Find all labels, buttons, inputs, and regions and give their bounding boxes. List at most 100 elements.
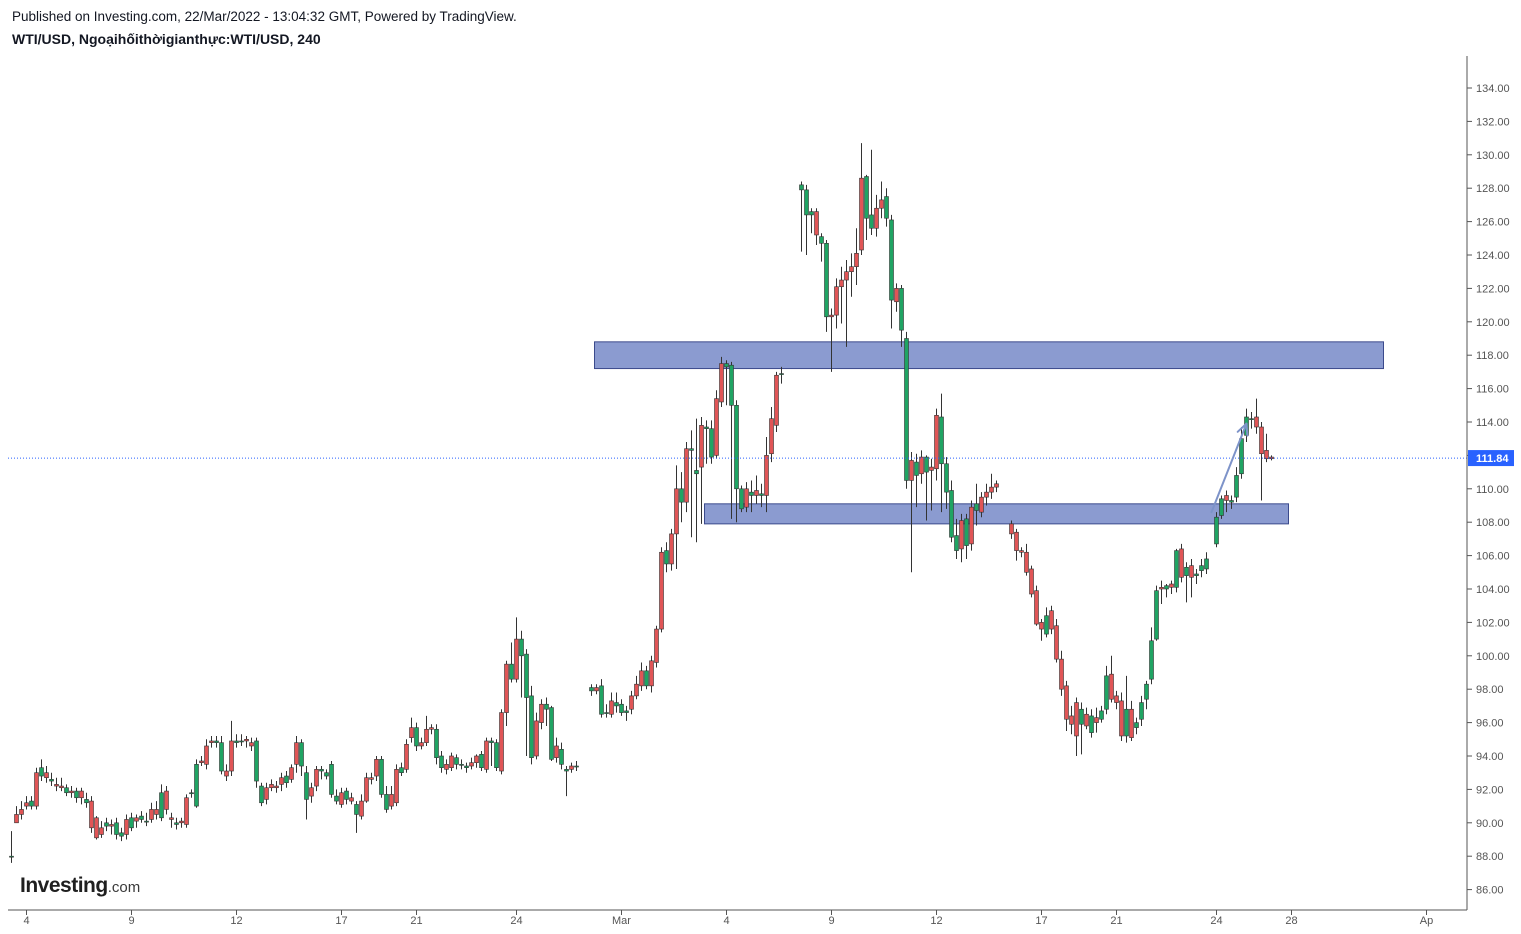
- y-axis: 134.00 132.00 130.00 128.00 126.00 124.00 122.…: [1467, 83, 1514, 897]
- candle-down: [929, 458, 934, 511]
- candle-body: [249, 742, 254, 747]
- candle-down: [89, 796, 94, 833]
- candle-body: [1249, 418, 1254, 420]
- candle-down: [714, 390, 719, 459]
- candle-body: [779, 373, 784, 375]
- candle-down: [79, 787, 84, 805]
- candle-up: [334, 789, 339, 805]
- candle-body: [514, 638, 519, 680]
- candle-body: [344, 790, 349, 800]
- watermark-brand: Investing: [20, 874, 108, 897]
- candle-up: [799, 181, 804, 252]
- candle-body: [979, 496, 984, 513]
- candle-down: [124, 814, 129, 840]
- candle-down: [349, 792, 354, 805]
- candle-down: [394, 764, 399, 807]
- candle-body: [1074, 702, 1079, 737]
- candle-up: [74, 787, 79, 803]
- candle-down: [169, 812, 174, 828]
- candle-body: [274, 785, 279, 789]
- candle-body: [544, 703, 549, 710]
- candle-up: [1219, 495, 1224, 519]
- candle-up: [144, 812, 149, 827]
- candle-body: [509, 663, 514, 680]
- candle-down: [504, 660, 509, 726]
- candle-down: [989, 473, 994, 499]
- candle-down: [69, 786, 74, 798]
- candle-body: [474, 755, 479, 763]
- candle-down: [44, 766, 49, 783]
- candle-body: [519, 638, 524, 657]
- candle-body: [44, 772, 49, 779]
- candle-down: [389, 786, 394, 810]
- candle-up: [864, 174, 869, 240]
- candle-body: [169, 817, 174, 820]
- candle-down: [1019, 547, 1024, 558]
- candle-down: [839, 266, 844, 324]
- candle-body: [759, 493, 764, 496]
- candle-body: [504, 663, 509, 713]
- candle-body: [469, 762, 474, 767]
- candle-body: [924, 456, 929, 473]
- candle-body: [734, 404, 739, 490]
- candle-up: [644, 665, 649, 690]
- candle-down: [289, 764, 294, 783]
- candle-body: [9, 855, 14, 858]
- candle-up: [1099, 705, 1104, 723]
- candle-up: [964, 513, 969, 559]
- candle-body: [194, 764, 199, 807]
- candle-body: [1024, 551, 1029, 573]
- x-axis: 4 9 12 17 21 24 Mar 4 9 12 17 21 24 28 Ap: [23, 910, 1433, 927]
- candle-down: [309, 782, 314, 803]
- candle-body: [869, 214, 874, 229]
- candle-down: [994, 480, 999, 493]
- candle-body: [729, 364, 734, 406]
- candle-up: [479, 750, 484, 772]
- candle-down: [269, 779, 274, 792]
- candle-body: [849, 266, 854, 273]
- x-tick-label: Ap: [1420, 915, 1433, 927]
- candle-down: [569, 762, 574, 773]
- candle-up: [889, 214, 894, 329]
- candle-up: [214, 735, 219, 748]
- candle-body: [1029, 568, 1034, 595]
- candle-up: [619, 699, 624, 716]
- candle-body: [1134, 722, 1139, 728]
- candle-down: [834, 278, 839, 329]
- candle-down: [879, 181, 884, 219]
- watermark-suffix: .com: [107, 879, 141, 896]
- candle-body: [224, 770, 229, 777]
- candle-body: [429, 727, 434, 730]
- candle-body: [104, 822, 109, 827]
- candle-body: [64, 787, 69, 794]
- resistance-zone: [594, 341, 1384, 370]
- candle-body: [129, 817, 134, 829]
- candle-body: [1094, 717, 1099, 723]
- candle-body: [874, 207, 879, 229]
- candle-body: [559, 749, 564, 765]
- candle-body: [939, 416, 944, 465]
- candle-body: [649, 660, 654, 687]
- candle-body: [54, 784, 59, 787]
- candle-up: [1199, 558, 1204, 578]
- candle-up: [324, 769, 329, 780]
- candle-up: [414, 722, 419, 751]
- candle-up: [1124, 675, 1129, 743]
- candle-down: [204, 739, 209, 770]
- candle-body: [604, 712, 609, 714]
- candle-down: [19, 801, 24, 820]
- candle-down: [339, 787, 344, 808]
- candle-body: [184, 797, 189, 825]
- candle-down: [1069, 705, 1074, 735]
- candle-down: [369, 772, 374, 785]
- x-tick-label: 12: [930, 915, 942, 927]
- candle-body: [769, 418, 774, 455]
- candle-body: [264, 787, 269, 800]
- candle-body: [719, 363, 724, 403]
- candle-up: [679, 472, 684, 523]
- candle-body: [929, 466, 934, 471]
- candle-down: [1014, 528, 1019, 561]
- candle-down: [294, 735, 299, 773]
- x-tick-label: 9: [128, 915, 134, 927]
